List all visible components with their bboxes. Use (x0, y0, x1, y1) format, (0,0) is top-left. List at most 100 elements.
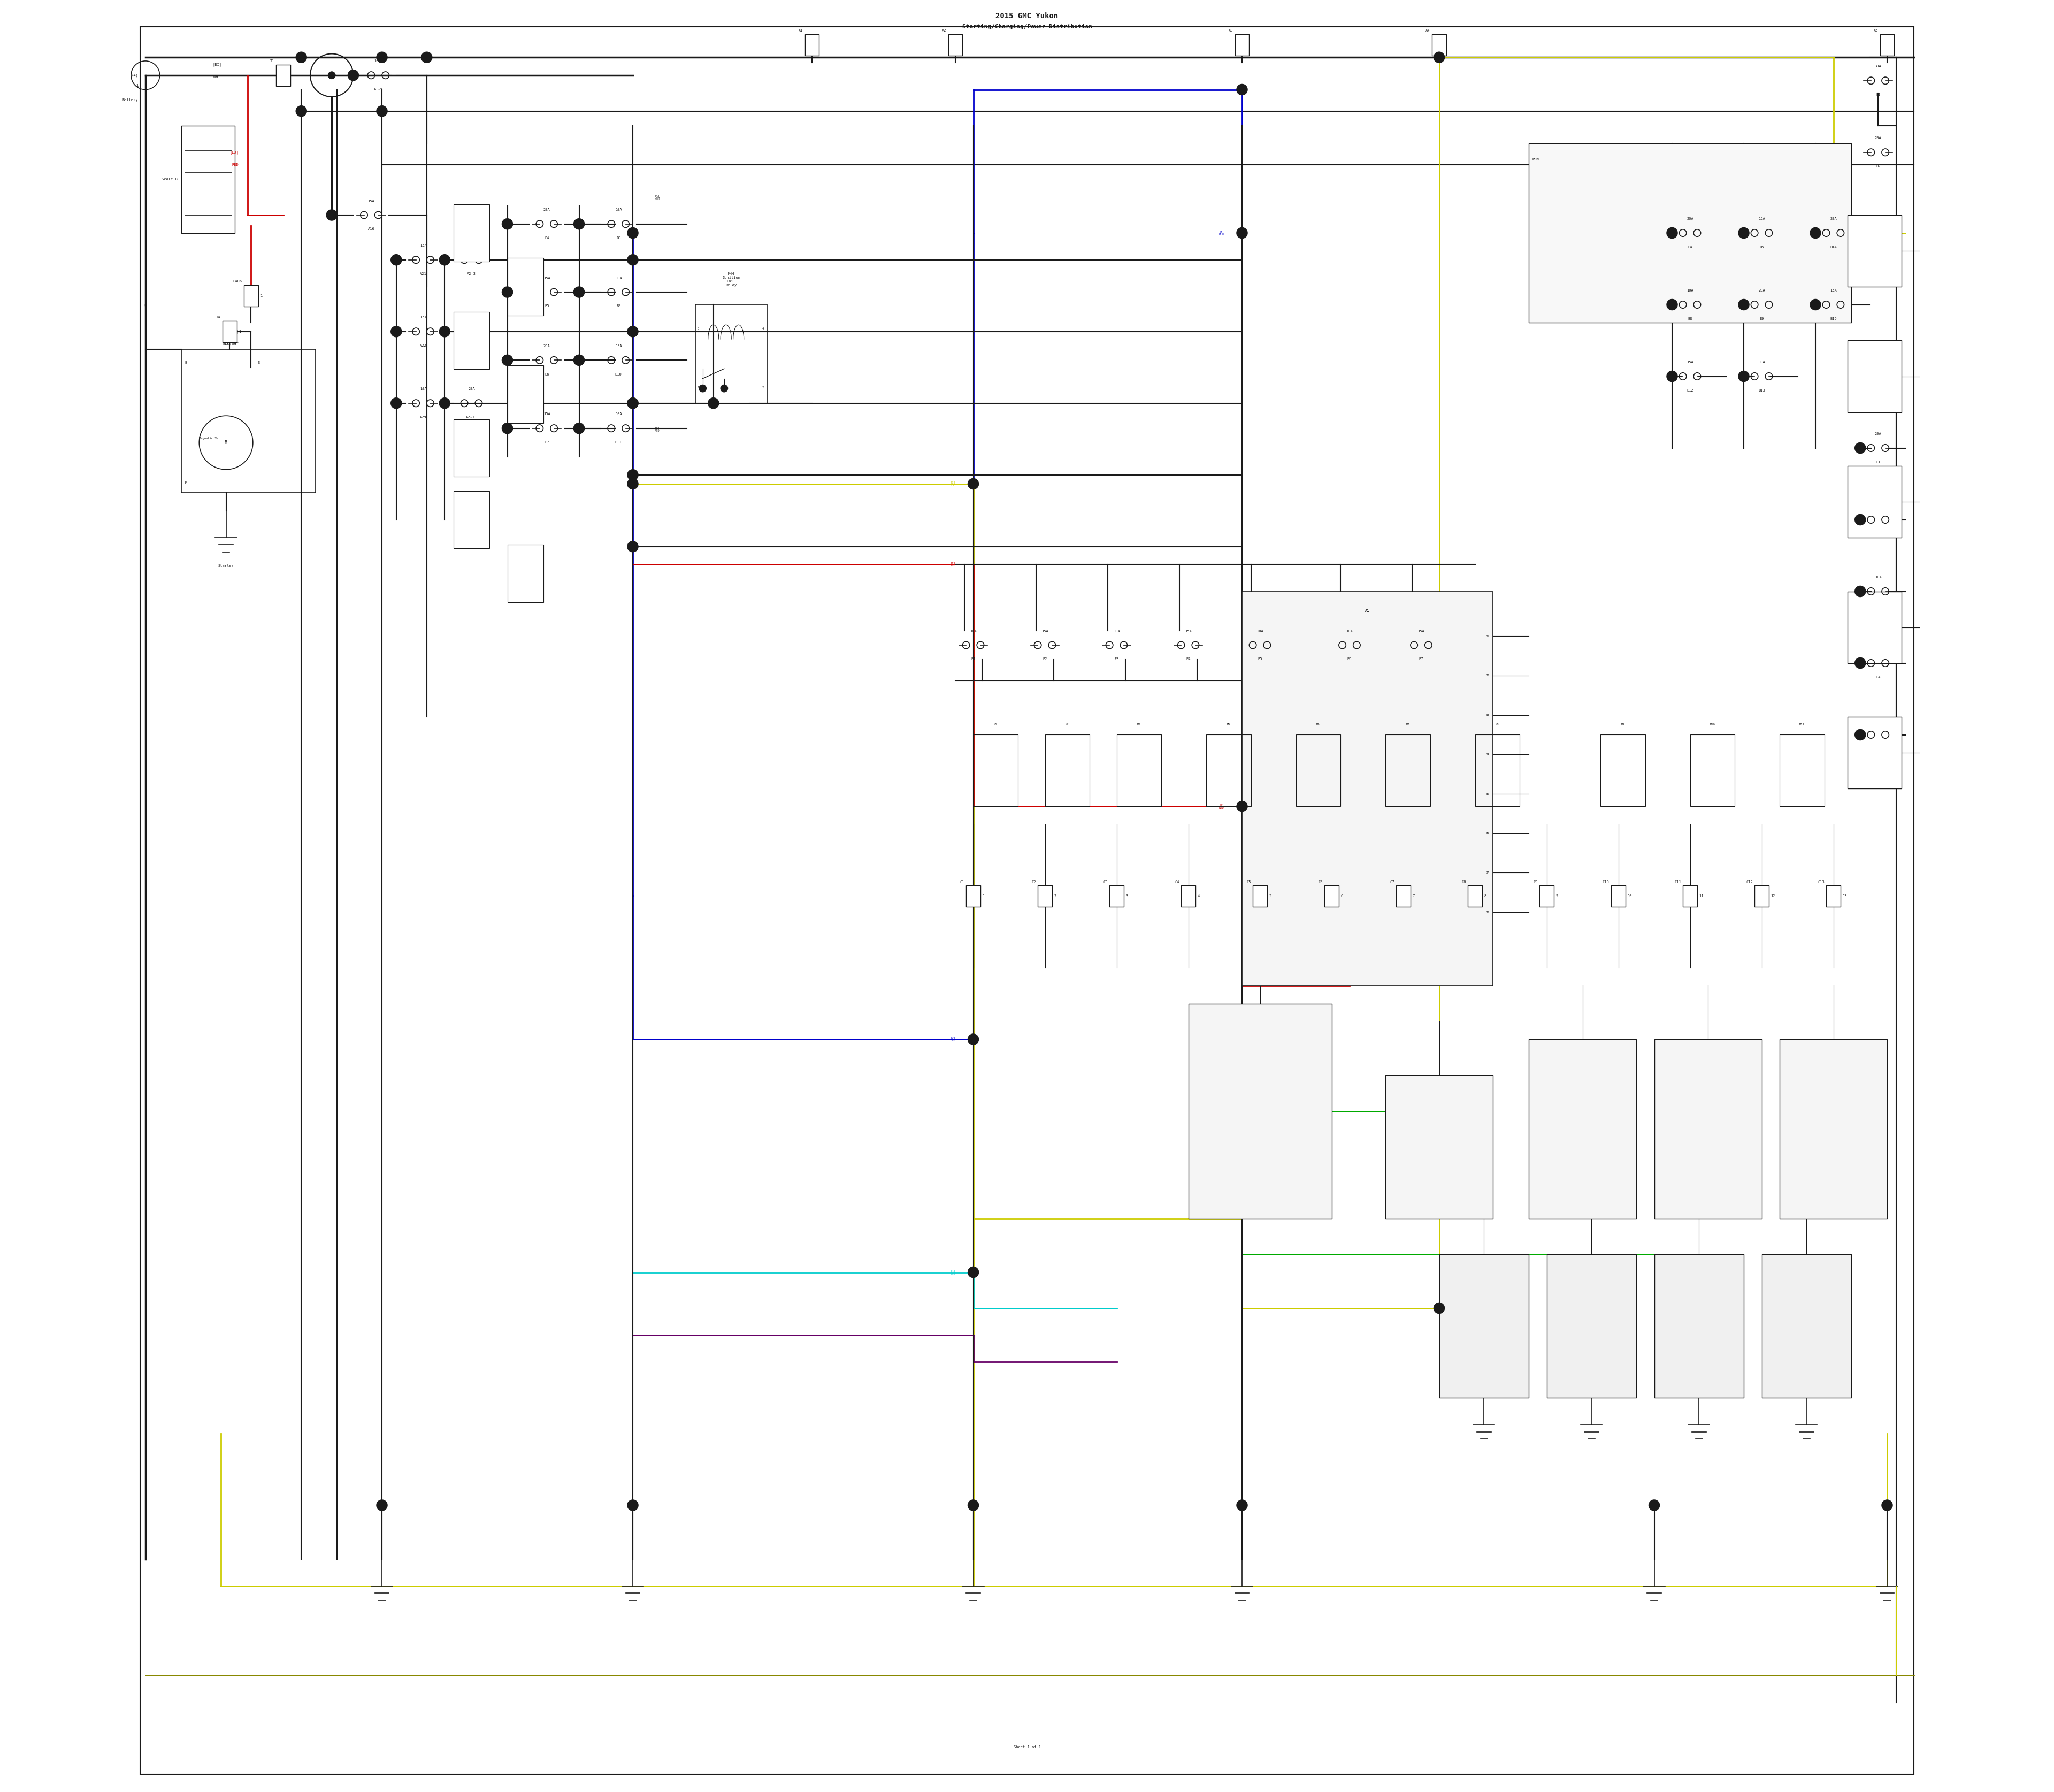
Bar (181, 349, 316, 493)
Text: M10: M10 (1709, 724, 1715, 726)
Text: C12: C12 (1746, 880, 1752, 883)
Bar (1045, 735, 1091, 806)
Circle shape (1855, 443, 1865, 453)
Text: 15A: 15A (1417, 629, 1425, 633)
Bar (181, 125, 234, 233)
Circle shape (347, 70, 359, 81)
Text: B1: B1 (1485, 634, 1489, 638)
Text: 9: 9 (1555, 894, 1557, 898)
Text: C3: C3 (1875, 604, 1879, 607)
Text: C404: C404 (1869, 751, 1879, 754)
Bar (1109, 885, 1124, 907)
Bar (1189, 1004, 1331, 1219)
Text: B8: B8 (1485, 910, 1489, 914)
Circle shape (967, 478, 978, 489)
Text: Battery: Battery (123, 99, 138, 102)
Text: P2: P2 (1043, 658, 1048, 661)
Text: 20A: 20A (1875, 432, 1881, 435)
Text: 15A: 15A (1875, 647, 1881, 650)
Text: P1: P1 (972, 658, 976, 661)
Circle shape (501, 355, 514, 366)
Text: C3: C3 (1103, 880, 1107, 883)
Text: 15A: 15A (419, 315, 427, 319)
Text: [EJ]: [EJ] (230, 151, 238, 154)
Text: 20A: 20A (1257, 629, 1263, 633)
Text: 10A: 10A (614, 412, 622, 416)
Text: P4: P4 (1185, 658, 1191, 661)
Text: B12: B12 (1686, 389, 1692, 392)
Text: [G]
CYN: [G] CYN (951, 1269, 955, 1276)
Text: A2-3: A2-3 (466, 272, 477, 276)
Circle shape (573, 423, 585, 434)
Text: W3
Ground
Point: W3 Ground Point (1692, 1321, 1705, 1331)
Bar (507, 366, 542, 423)
Text: P5: P5 (1257, 658, 1263, 661)
Circle shape (1738, 299, 1750, 310)
Bar (244, 285, 259, 306)
Bar (1653, 1254, 1744, 1398)
Text: M3: M3 (1138, 724, 1140, 726)
Text: 2015 GMC Yukon: 2015 GMC Yukon (996, 13, 1058, 20)
Circle shape (1810, 299, 1820, 310)
Circle shape (1666, 228, 1678, 238)
Bar (1243, 591, 1493, 986)
Text: C1: C1 (1875, 461, 1879, 464)
Text: 100A: 100A (374, 59, 382, 63)
Bar (1879, 34, 1894, 56)
Text: M9: M9 (1621, 724, 1625, 726)
Text: M44
Ignition
Coil
Relay: M44 Ignition Coil Relay (723, 272, 739, 287)
Text: M: M (224, 441, 228, 444)
Text: C5: C5 (1875, 747, 1879, 751)
Text: Scale B: Scale B (162, 177, 177, 181)
Text: 4: 4 (1197, 894, 1200, 898)
Text: 12: 12 (1771, 894, 1775, 898)
Circle shape (573, 355, 585, 366)
Bar (1384, 735, 1430, 806)
Text: 15A: 15A (1830, 289, 1836, 292)
Text: 1: 1 (238, 330, 240, 333)
Text: W1
Ground
Point: W1 Ground Point (1477, 1321, 1491, 1331)
Circle shape (626, 326, 639, 337)
Bar (1397, 885, 1411, 907)
Text: B5: B5 (544, 305, 548, 308)
Bar (1690, 735, 1736, 806)
Circle shape (967, 1267, 978, 1278)
Circle shape (1855, 729, 1865, 740)
Circle shape (1434, 52, 1444, 63)
Bar (1528, 1039, 1637, 1219)
Text: C401: C401 (1869, 375, 1879, 378)
Text: RED: RED (232, 163, 238, 167)
Bar (1547, 1254, 1637, 1398)
Text: X4: X4 (1425, 29, 1430, 32)
Text: [EE]: [EE] (230, 330, 238, 333)
Text: A2-1: A2-1 (466, 344, 477, 348)
Circle shape (501, 219, 514, 229)
Text: W2
Ground
Point: W2 Ground Point (1584, 1321, 1598, 1331)
Text: C406: C406 (232, 280, 242, 283)
Circle shape (296, 106, 306, 116)
Text: Sheet 1 of 1: Sheet 1 of 1 (1013, 1745, 1041, 1749)
Text: C403: C403 (1869, 625, 1879, 629)
Bar (1610, 885, 1625, 907)
Text: G3: G3 (1830, 1127, 1836, 1131)
Bar (1253, 885, 1267, 907)
Bar (1469, 885, 1483, 907)
Bar (1181, 885, 1195, 907)
Text: M1: M1 (994, 724, 998, 726)
Text: 20A: 20A (1686, 217, 1692, 220)
Circle shape (1738, 371, 1750, 382)
Text: B11: B11 (614, 441, 622, 444)
Circle shape (1666, 371, 1678, 382)
Circle shape (1237, 84, 1247, 95)
Text: [F]
RED: [F] RED (951, 561, 955, 568)
Text: 1: 1 (261, 294, 263, 297)
Text: 15A: 15A (1875, 504, 1881, 507)
Bar (965, 885, 980, 907)
Circle shape (296, 52, 306, 63)
Text: (+): (+) (131, 73, 138, 77)
Text: B: B (185, 362, 187, 364)
Text: C5: C5 (1247, 880, 1251, 883)
Text: B7: B7 (544, 441, 548, 444)
Text: B8: B8 (616, 237, 620, 240)
Text: C2: C2 (1031, 880, 1035, 883)
